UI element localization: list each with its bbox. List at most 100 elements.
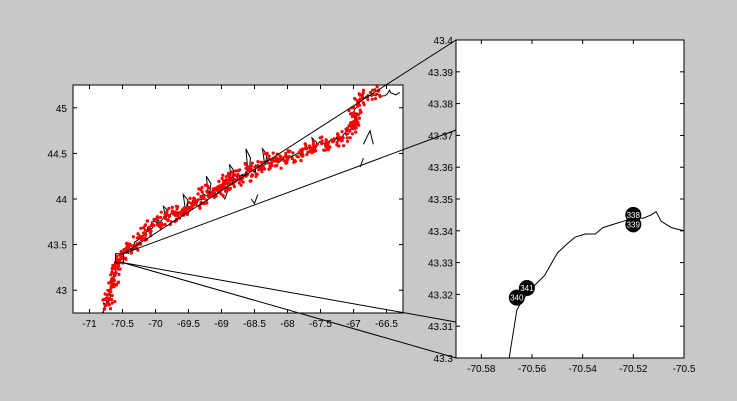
- track-point: [375, 85, 379, 89]
- track-point: [233, 173, 237, 177]
- track-point: [350, 125, 354, 129]
- track-point: [113, 300, 117, 304]
- track-point: [126, 244, 130, 248]
- track-point: [159, 210, 163, 214]
- track-point: [170, 209, 174, 213]
- track-point: [373, 97, 378, 101]
- track-point: [115, 254, 119, 258]
- track-point: [236, 172, 240, 177]
- track-point: [368, 90, 372, 95]
- track-point: [197, 187, 201, 191]
- track-point: [159, 221, 163, 226]
- track-point: [205, 189, 209, 193]
- x-tick-label: -70.58: [467, 364, 496, 375]
- track-point: [234, 169, 238, 173]
- track-point: [267, 167, 271, 171]
- track-point: [345, 136, 349, 140]
- overview-ticks: -71 -70.5 -70 -69.5 -69 -68.5 -68 -67.5 -67 -66.5…: [48, 85, 403, 330]
- track-point: [103, 303, 107, 307]
- track-point: [176, 212, 180, 216]
- track-point: [256, 160, 260, 164]
- track-point: [340, 139, 344, 143]
- overview-island: [250, 194, 259, 205]
- track-point: [181, 208, 185, 212]
- track-point: [159, 215, 163, 219]
- track-point: [358, 97, 362, 101]
- y-tick-label: 43.37: [428, 131, 453, 142]
- track-point: [107, 296, 111, 300]
- track-point: [152, 223, 156, 228]
- track-point: [249, 179, 253, 183]
- track-point: [196, 192, 200, 196]
- track-point: [291, 151, 295, 155]
- track-point: [174, 204, 178, 208]
- track-point: [297, 151, 301, 155]
- track-point: [110, 293, 114, 298]
- track-point: [175, 207, 179, 211]
- track-point: [279, 166, 283, 170]
- track-point: [143, 233, 147, 237]
- track-point: [206, 184, 210, 188]
- track-point: [284, 151, 288, 155]
- track-point: [135, 236, 140, 240]
- track-point: [171, 212, 175, 216]
- track-point: [112, 264, 117, 269]
- track-point: [344, 132, 349, 136]
- y-tick-label: 43.3: [434, 354, 454, 365]
- track-point: [253, 165, 257, 169]
- callout-line: [123, 262, 457, 359]
- track-point: [328, 145, 332, 149]
- y-tick-label: 43.32: [428, 290, 453, 301]
- station-label: 338: [627, 211, 641, 220]
- track-point: [246, 165, 250, 169]
- track-point: [295, 154, 299, 158]
- track-point: [243, 162, 247, 166]
- track-point: [255, 172, 259, 176]
- track-point: [103, 292, 107, 296]
- track-point: [163, 222, 167, 227]
- track-point: [119, 249, 123, 254]
- track-point: [312, 139, 316, 143]
- track-point: [106, 302, 110, 306]
- x-tick-label: -68: [280, 319, 295, 330]
- track-point: [124, 257, 128, 261]
- track-point: [341, 135, 345, 139]
- track-point: [143, 228, 147, 232]
- track-point: [348, 129, 352, 133]
- track-point: [200, 190, 204, 194]
- track-point: [216, 187, 220, 191]
- track-point: [241, 180, 245, 184]
- track-point: [266, 161, 270, 165]
- track-point: [250, 174, 254, 178]
- track-point: [128, 243, 132, 247]
- y-tick-label: 43.5: [48, 241, 68, 252]
- track-point: [366, 98, 370, 102]
- track-point: [262, 166, 266, 170]
- x-tick-label: -70.5: [673, 364, 696, 375]
- track-point: [309, 148, 313, 152]
- track-point: [221, 173, 225, 177]
- track-point: [147, 225, 151, 229]
- track-point: [226, 178, 230, 182]
- track-point: [299, 148, 303, 152]
- x-tick-label: -67: [346, 319, 361, 330]
- track-point: [205, 201, 209, 205]
- y-tick-label: 43.31: [428, 322, 453, 333]
- track-point: [269, 161, 273, 165]
- track-point: [353, 96, 357, 101]
- track-point: [348, 112, 353, 116]
- track-point: [336, 132, 340, 136]
- track-point: [107, 292, 111, 296]
- track-point: [145, 219, 149, 223]
- track-point: [111, 276, 115, 280]
- track-point: [284, 161, 288, 165]
- track-point: [237, 181, 241, 185]
- track-point: [301, 154, 305, 158]
- track-point: [299, 159, 303, 163]
- track-point: [192, 196, 196, 200]
- track-point: [139, 226, 143, 230]
- x-tick-label: -66.5: [375, 319, 398, 330]
- track-point: [275, 163, 279, 167]
- track-point: [265, 151, 269, 155]
